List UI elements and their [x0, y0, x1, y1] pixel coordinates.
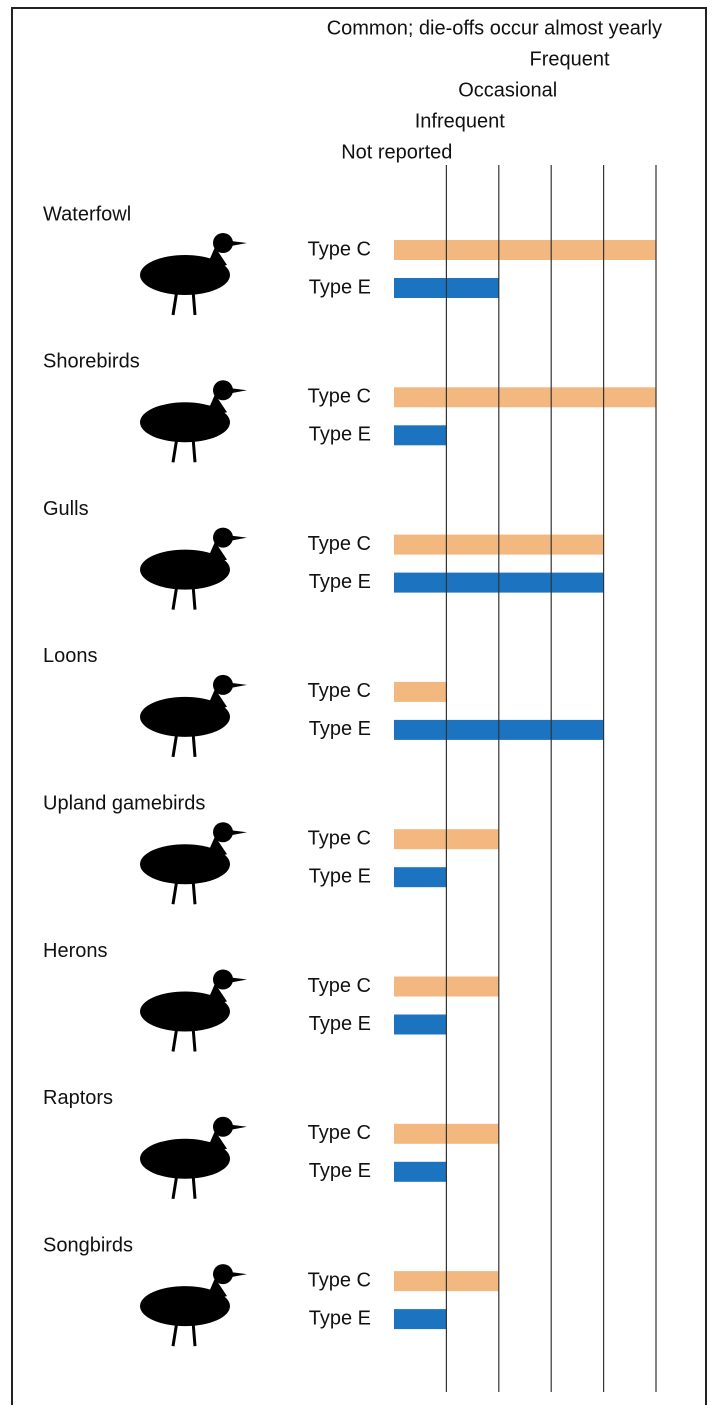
category-label: Shorebirds [43, 351, 140, 373]
series-label: Type E [309, 571, 371, 593]
series-label: Type E [309, 1160, 371, 1182]
x-tick-label: Occasional [458, 79, 557, 101]
series-label: Type C [308, 680, 371, 702]
series-label: Type E [309, 718, 371, 740]
category-label: Upland gamebirds [43, 792, 205, 814]
series-label: Type C [308, 386, 371, 408]
series-label: Type E [309, 1013, 371, 1035]
series-label: Type E [309, 865, 371, 887]
bar [394, 1015, 446, 1035]
bar [394, 425, 446, 445]
series-label: Type C [308, 238, 371, 260]
series-label: Type E [309, 424, 371, 446]
series-label: Type C [308, 827, 371, 849]
category-label: Songbirds [43, 1234, 133, 1256]
category-label: Gulls [43, 498, 89, 520]
category-label: Waterfowl [43, 203, 131, 225]
category-label: Herons [43, 940, 107, 962]
bar [394, 682, 446, 702]
x-tick-label: Infrequent [415, 110, 506, 132]
series-label: Type C [308, 1269, 371, 1291]
x-tick-label: Not reported [341, 141, 452, 163]
x-tick-label: Frequent [530, 48, 610, 70]
series-label: Type C [308, 533, 371, 555]
series-label: Type C [308, 1122, 371, 1144]
series-label: Type E [309, 276, 371, 298]
category-label: Raptors [43, 1087, 113, 1109]
series-label: Type C [308, 975, 371, 997]
bar [394, 387, 656, 407]
chart: Not reported Infrequent Occasional Frequent… [0, 0, 718, 1405]
series-label: Type E [309, 1307, 371, 1329]
bar [394, 867, 446, 887]
bar [394, 1162, 446, 1182]
x-tick-label: Common; die-offs occur almost yearly [327, 17, 662, 39]
bar [394, 240, 656, 260]
category-label: Loons [43, 645, 98, 667]
bar [394, 1309, 446, 1329]
